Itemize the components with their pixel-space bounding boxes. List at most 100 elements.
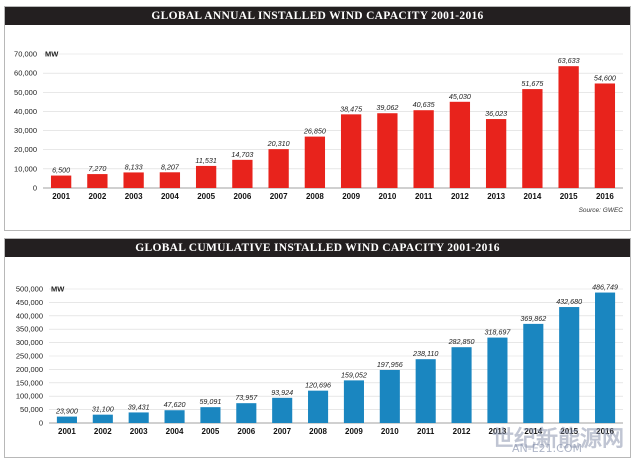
cumulative-bar-2002 <box>92 414 113 423</box>
annual-y-tick-label: 70,000 <box>14 50 37 59</box>
annual-value-label: 8,133 <box>125 162 143 171</box>
annual-bar-2002 <box>87 174 108 188</box>
annual-x-tick-label: 2016 <box>596 192 614 201</box>
annual-value-label: 36,023 <box>485 109 507 118</box>
annual-value-label: 26,850 <box>303 127 326 136</box>
cumulative-x-tick-label: 2004 <box>166 427 184 436</box>
annual-bar-2015 <box>558 66 579 188</box>
annual-x-tick-label: 2004 <box>161 192 179 201</box>
cumulative-value-label: 93,924 <box>271 388 293 397</box>
cumulative-value-label: 59,091 <box>199 397 221 406</box>
annual-value-label: 63,633 <box>558 56 580 65</box>
cumulative-value-label: 486,749 <box>592 283 618 292</box>
cumulative-bar-2014 <box>523 323 544 423</box>
annual-chart-svg: 0 10,000 20,000 30,000 40,000 50,000 60,000 70,… <box>14 50 624 215</box>
cumulative-value-label: 369,862 <box>520 314 546 323</box>
annual-x-tick-label: 2010 <box>378 192 396 201</box>
annual-chart-panel: GLOBAL ANNUAL INSTALLED WIND CAPACITY 20… <box>4 6 631 231</box>
cumulative-bar-2003 <box>128 412 149 423</box>
annual-bar-2001 <box>50 175 72 188</box>
annual-value-label: 7,270 <box>88 164 106 173</box>
cumulative-bar-2013 <box>487 337 508 423</box>
cumulative-x-tick-label: 2016 <box>596 427 614 436</box>
cumulative-x-tick-label: 2014 <box>524 427 542 436</box>
cumulative-x-tick-label: 2006 <box>237 427 255 436</box>
cumulative-bar-2001 <box>56 416 77 423</box>
annual-value-label: 38,475 <box>340 104 363 113</box>
cumulative-y-tick-label: 200,000 <box>16 365 43 374</box>
cumulative-y-tick-label: 150,000 <box>16 378 43 387</box>
cumulative-x-tick-label: 2011 <box>417 427 435 436</box>
cumulative-value-label: 318,697 <box>484 328 511 337</box>
cumulative-bar-2007 <box>272 397 293 423</box>
annual-bar-2009 <box>340 114 362 188</box>
annual-x-tick-label: 2012 <box>451 192 469 201</box>
cumulative-bar-2005 <box>200 407 221 423</box>
cumulative-y-tick-label: 400,000 <box>16 311 43 320</box>
annual-value-label: 11,531 <box>195 156 216 165</box>
watermark-logo: 世纪新能源网 <box>491 427 624 452</box>
cumulative-value-label: 159,052 <box>341 370 367 379</box>
annual-bar-2005 <box>195 165 217 188</box>
annual-bar-2016 <box>594 83 616 188</box>
cumulative-x-tick-label: 2015 <box>560 427 578 436</box>
cumulative-x-tick-label: 2012 <box>453 427 471 436</box>
cumulative-x-tick-label: 2005 <box>202 427 220 436</box>
cumulative-y-tick-label: 50,000 <box>20 405 43 414</box>
cumulative-chart-svg: 0 50,000 100,000 150,000 200,000 250,000 300,0… <box>16 283 623 436</box>
annual-y-tick-label: 0 <box>33 184 37 193</box>
cumulative-value-label: 120,696 <box>305 381 331 390</box>
cumulative-y-tick-label: 0 <box>39 419 43 428</box>
annual-value-label: 54,600 <box>594 73 616 82</box>
annual-bar-2013 <box>485 119 507 188</box>
annual-y-tick-label: 30,000 <box>14 126 37 135</box>
cumulative-value-label: 73,957 <box>235 393 258 402</box>
annual-bar-2004 <box>159 172 181 188</box>
annual-x-tick-label: 2001 <box>52 192 70 201</box>
cumulative-value-label: 282,850 <box>448 337 475 346</box>
cumulative-y-tick-label: 250,000 <box>16 352 43 361</box>
cumulative-bar-2006 <box>236 403 257 423</box>
cumulative-chart-panel: GLOBAL CUMULATIVE INSTALLED WIND CAPACIT… <box>4 238 631 458</box>
cumulative-value-label: 197,956 <box>377 360 403 369</box>
cumulative-x-tick-label: 2001 <box>58 427 76 436</box>
annual-value-label: 14,703 <box>231 150 253 159</box>
annual-x-tick-label: 2015 <box>560 192 578 201</box>
annual-x-tick-label: 2007 <box>270 192 288 201</box>
annual-x-tick-label: 2011 <box>415 192 433 201</box>
annual-value-label: 40,635 <box>413 100 436 109</box>
cumulative-value-label: 432,680 <box>556 297 582 306</box>
annual-value-label: 51,675 <box>521 79 544 88</box>
cumulative-x-tick-label: 2008 <box>309 427 327 436</box>
annual-y-tick-label: 10,000 <box>14 164 37 173</box>
annual-bar-2003 <box>123 172 144 188</box>
annual-bar-2011 <box>413 110 434 188</box>
cumulative-y-tick-label: 500,000 <box>16 285 43 294</box>
cumulative-value-label: 39,431 <box>128 402 150 411</box>
cumulative-y-tick-label: 350,000 <box>16 325 43 334</box>
cumulative-value-label: 23,900 <box>55 407 78 416</box>
annual-bar-2007 <box>268 149 289 188</box>
cumulative-bar-2010 <box>379 369 400 423</box>
annual-x-tick-label: 2006 <box>233 192 251 201</box>
cumulative-x-tick-label: 2009 <box>345 427 363 436</box>
annual-y-tick-label: 20,000 <box>14 145 37 154</box>
annual-value-label: 20,310 <box>267 139 290 148</box>
annual-x-tick-label: 2013 <box>487 192 505 201</box>
annual-chart-title: GLOBAL ANNUAL INSTALLED WIND CAPACITY 20… <box>5 7 630 25</box>
cumulative-x-tick-label: 2003 <box>130 427 148 436</box>
annual-y-axis-label: MW <box>45 50 59 59</box>
cumulative-x-tick-label: 2002 <box>94 427 112 436</box>
cumulative-bar-2016 <box>595 292 616 423</box>
cumulative-bar-2011 <box>415 359 436 423</box>
cumulative-bar-2012 <box>451 347 472 423</box>
annual-y-tick-label: 40,000 <box>14 107 37 116</box>
annual-value-label: 8,207 <box>161 162 180 171</box>
annual-bar-2008 <box>304 136 326 188</box>
annual-x-tick-label: 2002 <box>88 192 106 201</box>
annual-x-tick-label: 2008 <box>306 192 324 201</box>
annual-source-note: Source: GWEC <box>579 207 624 214</box>
cumulative-value-label: 238,110 <box>412 349 438 358</box>
annual-value-label: 45,030 <box>449 92 471 101</box>
annual-bar-2014 <box>522 89 543 188</box>
